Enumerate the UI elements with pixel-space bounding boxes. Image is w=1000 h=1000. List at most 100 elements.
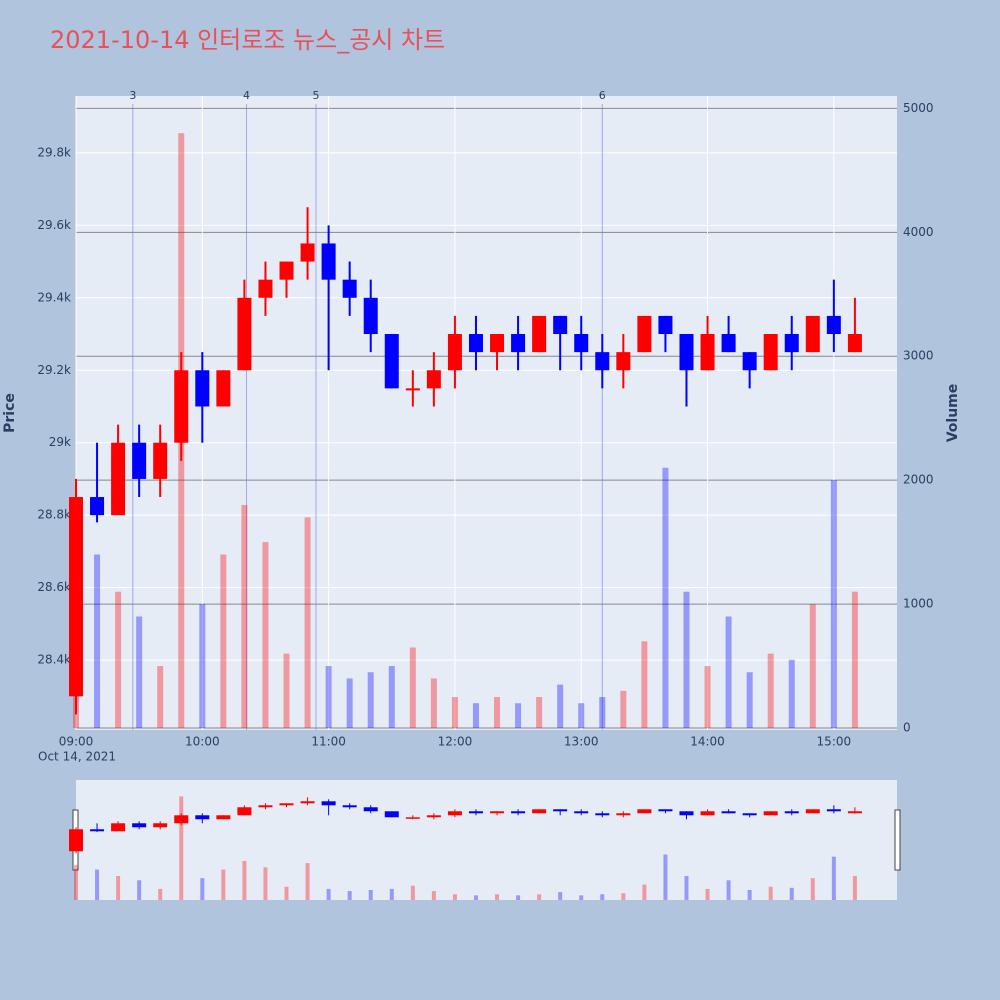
mini-candle-body	[426, 815, 441, 818]
mini-volume-bar	[158, 888, 163, 900]
mini-candle-body	[784, 811, 799, 814]
candle-body	[153, 442, 168, 479]
volume-bar	[388, 666, 395, 728]
mini-volume-bar	[642, 884, 647, 900]
x-tick-label: 13:00	[564, 735, 599, 749]
candle-body	[237, 297, 252, 371]
y-tick-label: 28.4k	[37, 653, 71, 667]
volume-bar	[472, 703, 479, 728]
volume-bar	[788, 659, 795, 728]
volume-bar	[746, 672, 753, 728]
y2-tick-label: 5000	[903, 101, 934, 115]
mini-volume-bar	[263, 867, 268, 900]
mini-candle-body	[490, 811, 505, 814]
mini-candle-body	[216, 815, 231, 820]
mini-volume-bar	[347, 891, 352, 900]
mini-candle-body	[826, 809, 841, 812]
mini-volume-bar	[284, 886, 289, 900]
mini-volume-bar	[558, 892, 563, 900]
mini-candle-body	[763, 811, 778, 816]
candle-body	[447, 334, 462, 371]
y-tick-label: 29.8k	[37, 145, 71, 159]
candle-body	[637, 315, 652, 353]
mini-volume-bar	[852, 876, 857, 900]
mini-volume-bar	[137, 880, 142, 900]
volume-bar	[620, 690, 627, 728]
volume-bar	[662, 467, 669, 728]
mini-candle-body	[532, 809, 547, 814]
mini-volume-bar	[452, 894, 457, 900]
y-tick-label: 29k	[49, 435, 71, 449]
y2-axis-title: Volume	[945, 384, 961, 443]
candle-body	[321, 243, 336, 280]
mini-candle-body	[258, 805, 273, 808]
mini-volume-bar	[663, 854, 668, 900]
mini-candle-body	[384, 811, 399, 818]
slider-handle[interactable]	[894, 809, 901, 871]
mini-volume-bar	[621, 893, 626, 900]
candle-body	[468, 334, 483, 353]
volume-bar	[599, 697, 606, 728]
candle-body	[132, 442, 147, 479]
volume-bar	[809, 604, 816, 728]
x-tick-label: 15:00	[817, 735, 852, 749]
mini-candle-body	[637, 809, 652, 814]
mini-volume-bar	[831, 856, 836, 900]
x-tick-label: 11:00	[311, 735, 346, 749]
volume-bar	[262, 542, 269, 728]
mini-volume-bar	[789, 887, 794, 900]
volume-bar	[136, 616, 143, 728]
mini-volume-bar	[95, 869, 100, 900]
candle-body	[574, 334, 589, 353]
candle-body	[258, 279, 273, 298]
volume-bar	[494, 697, 501, 728]
mini-candle-body	[721, 811, 736, 814]
mini-candle-body	[468, 811, 483, 814]
mini-volume-bar	[431, 891, 436, 900]
mini-volume-bar	[516, 895, 521, 900]
volume-bar	[115, 591, 122, 728]
y2-tick-label: 4000	[903, 225, 934, 239]
mini-candle-body	[111, 823, 126, 832]
candle-body	[279, 261, 294, 280]
volume-bar	[325, 666, 332, 728]
y-tick-label: 28.6k	[37, 580, 71, 594]
y-axis-title: Price	[2, 393, 18, 433]
volume-bar	[346, 678, 353, 728]
candle-body	[595, 352, 610, 371]
candle-body	[721, 334, 736, 353]
mini-candle-body	[616, 813, 631, 816]
candle-body	[300, 243, 315, 262]
volume-bar	[851, 591, 858, 728]
candle-body	[384, 334, 399, 389]
mini-volume-bar	[410, 885, 415, 900]
candle-body	[679, 334, 694, 371]
mini-candle-body	[69, 829, 83, 852]
mini-candle-body	[195, 815, 210, 820]
y2-tick-label: 2000	[903, 473, 934, 487]
mini-volume-bar	[368, 889, 373, 900]
volume-bar	[578, 703, 585, 728]
volume-bar	[241, 504, 248, 728]
x-tick-label: 12:00	[438, 735, 473, 749]
mini-candle-body	[574, 811, 589, 814]
mini-volume-bar	[495, 894, 500, 900]
mini-candle-body	[700, 811, 715, 816]
volume-bar	[157, 666, 164, 728]
mini-volume-bar	[537, 894, 542, 900]
candle-body	[363, 297, 378, 335]
candle-body	[700, 334, 715, 371]
mini-volume-bar	[747, 889, 752, 900]
y2-tick-label: 1000	[903, 597, 934, 611]
mini-volume-bar	[705, 888, 710, 900]
volume-bar	[283, 653, 290, 728]
volume-bar	[536, 697, 543, 728]
mini-candle-body	[447, 811, 462, 816]
candle-body	[805, 315, 820, 353]
candle-body	[174, 370, 189, 443]
candle-body	[426, 370, 441, 389]
candle-body	[742, 352, 757, 371]
mini-candle-body	[805, 809, 820, 814]
chart-title: 2021-10-14 인터로조 뉴스_공시 차트	[50, 26, 445, 54]
candle-body	[490, 334, 505, 353]
